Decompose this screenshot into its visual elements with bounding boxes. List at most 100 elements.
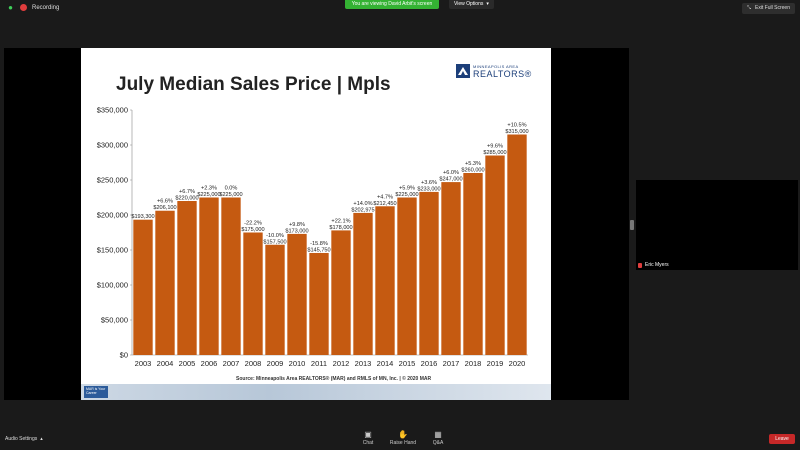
muted-mic-icon [638,262,642,268]
bar-chart: $0 $50,000 $100,000 $150,000 $200,000 $250,00… [97,106,529,369]
x-tick-label: 2019 [487,359,504,368]
bar [331,230,351,355]
x-tick-label: 2008 [245,359,262,368]
bar-value-label: $173,000 [285,228,308,234]
qa-icon: ▦ [434,430,442,439]
bar [287,233,307,355]
bar-change-label: +6.0% [443,170,459,176]
bar [199,197,219,355]
x-tick-label: 2012 [333,359,350,368]
chat-button[interactable]: ▣ Chat [353,430,383,446]
bar-value-label: $285,000 [483,150,506,156]
hand-icon: ✋ [398,430,408,439]
career-badge: MAR is Your Career [84,386,108,398]
bar-value-label: $206,100 [153,205,176,211]
audio-settings-label: Audio Settings [5,436,38,442]
chat-icon: ▣ [364,430,372,439]
y-tick-label: $350,000 [97,106,128,115]
bar-value-label: $247,000 [439,177,462,183]
slide-footer-banner: MAR is Your Career [81,384,551,400]
y-tick-label: $100,000 [97,281,128,290]
bar-change-label: +6.7% [179,189,195,195]
bar-value-label: $225,000 [395,192,418,198]
x-tick-label: 2003 [135,359,152,368]
audio-settings-button[interactable]: Audio Settings ▴ [5,436,43,442]
x-tick-label: 2013 [355,359,372,368]
bar-value-label: $178,000 [329,225,352,231]
bar-value-label: $315,000 [505,129,528,135]
y-tick-label: $250,000 [97,176,128,185]
bar [177,201,197,355]
x-tick-label: 2004 [157,359,174,368]
bar [265,244,285,355]
raise-hand-button[interactable]: ✋ Raise Hand [388,430,418,446]
panel-resize-handle[interactable] [630,220,634,230]
bar-value-label: $157,500 [263,239,286,245]
recording-indicator: ● Recording [6,3,59,12]
bar-value-label: $220,000 [175,196,198,202]
bar-change-label: +10.5% [507,123,526,129]
raise-hand-label: Raise Hand [389,440,417,446]
shield-icon[interactable]: ● [8,3,13,12]
y-tick-label: $50,000 [101,316,128,325]
bar-change-label: -15.8% [310,241,328,247]
logo-line1: MINNEAPOLIS AREA [473,64,519,69]
x-tick-label: 2016 [421,359,438,368]
bar-value-label: $175,000 [241,227,264,233]
x-tick-label: 2009 [267,359,284,368]
participant-video-tile[interactable]: Eric Myers [636,180,798,270]
source-label: Source: [236,376,255,382]
meeting-top-bar: ● Recording You are viewing David Arbit'… [0,0,800,18]
x-tick-label: 2005 [179,359,196,368]
y-tick-label: $0 [120,351,128,360]
bar-value-label: $145,750 [307,247,330,253]
slide-title: July Median Sales Price | Mpls [116,74,391,95]
bar-change-label: +14.0% [353,201,372,207]
bar-value-label: $193,300 [131,214,154,220]
bar-value-label: $260,000 [461,168,484,174]
participant-name-tag: Eric Myers [638,262,669,268]
leave-button[interactable]: Leave [769,434,795,444]
exit-fullscreen-icon: ⤡ [746,5,751,11]
bar [419,191,439,355]
bar-change-label: +6.6% [157,199,173,205]
x-tick-label: 2010 [289,359,306,368]
y-tick-label: $300,000 [97,141,128,150]
chat-label: Chat [362,440,374,446]
bar-change-label: +2.3% [201,186,217,192]
bar [441,182,461,355]
presentation-slide: July Median Sales Price | Mpls MINNEAPOL… [81,48,551,400]
bar [485,155,505,355]
view-options-label: View Options [454,1,484,7]
exit-fullscreen-button[interactable]: ⤡ Exit Full Screen [741,3,795,14]
mar-logo-icon [456,64,470,78]
participant-name: Eric Myers [645,262,669,268]
bar [507,134,527,355]
view-options-button[interactable]: View Options ▾ [449,0,494,9]
bar-change-label: -22.2% [244,221,262,227]
bar [397,197,417,355]
source-text: Minneapolis Area REALTORS® (MAR) and RML… [256,376,432,382]
y-tick-label: $200,000 [97,211,128,220]
x-tick-label: 2006 [201,359,218,368]
bar [463,173,483,355]
logo-line2: REALTORS® [473,69,532,79]
x-tick-label: 2018 [465,359,482,368]
bar-change-label: +5.9% [399,186,415,192]
bar-change-label: -10.0% [266,233,284,239]
bar [309,252,329,355]
x-tick-label: 2017 [443,359,460,368]
bar-value-label: $202,975 [351,207,374,213]
chevron-up-icon: ▴ [40,436,43,442]
qa-button[interactable]: ▦ Q&A [423,430,453,446]
chart-source: Source: Minneapolis Area REALTORS® (MAR)… [236,376,431,382]
bar [133,219,153,355]
bar-value-label: $225,000 [219,192,242,198]
qa-label: Q&A [432,440,444,446]
bar-value-label: $212,450 [373,201,396,207]
bar [375,206,395,355]
bar [353,212,373,355]
mar-logo: MINNEAPOLIS AREA REALTORS® [456,61,536,87]
recording-label: Recording [32,4,60,11]
bar [243,232,263,355]
